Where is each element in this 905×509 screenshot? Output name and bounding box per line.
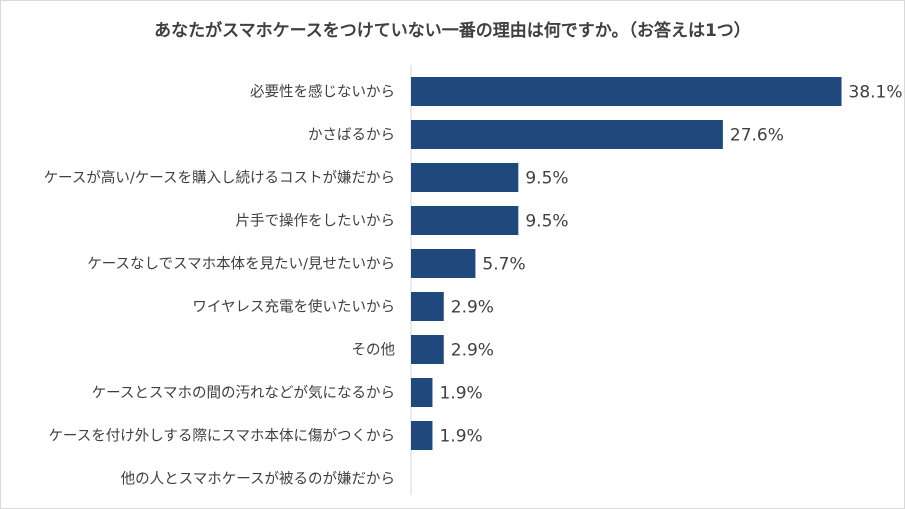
- category-label: ワイヤレス充電を使いたいから: [192, 299, 395, 316]
- category-label: 必要性を感じないから: [250, 84, 395, 101]
- bar: [411, 77, 842, 106]
- data-label: 38.1%: [849, 83, 903, 103]
- category-label: かさばるから: [308, 127, 395, 144]
- data-label: 5.7%: [482, 255, 525, 275]
- bar: [411, 335, 444, 364]
- bar: [411, 206, 519, 235]
- category-label: ケースが高い/ケースを購入し続けるコストが嫌だから: [44, 170, 395, 187]
- data-label: 2.9%: [451, 341, 494, 361]
- category-label: ケースとスマホの間の汚れなどが気になるから: [92, 385, 395, 402]
- bar: [411, 163, 519, 192]
- category-label: 片手で操作をしたいから: [236, 213, 396, 230]
- data-label: 9.5%: [525, 212, 568, 232]
- category-label: ケースを付け外しする際にスマホ本体に傷がつくから: [48, 428, 395, 445]
- chart-title: あなたがスマホケースをつけていない一番の理由は何ですか。（お答えは1つ）: [154, 21, 751, 41]
- bar: [411, 292, 444, 321]
- category-label: その他: [352, 342, 396, 359]
- bar: [411, 378, 433, 407]
- bar: [411, 249, 476, 278]
- data-label: 2.9%: [451, 298, 494, 318]
- category-label: ケースなしでスマホ本体を見たい/見せたいから: [87, 256, 395, 273]
- bar: [411, 120, 723, 149]
- category-label: 他の人とスマホケースが被るのが嫌だから: [121, 471, 395, 488]
- data-label: 9.5%: [525, 169, 568, 189]
- data-label: 27.6%: [730, 126, 784, 146]
- data-label: 1.9%: [439, 384, 482, 404]
- data-label: 1.9%: [439, 427, 482, 447]
- bar: [411, 421, 433, 450]
